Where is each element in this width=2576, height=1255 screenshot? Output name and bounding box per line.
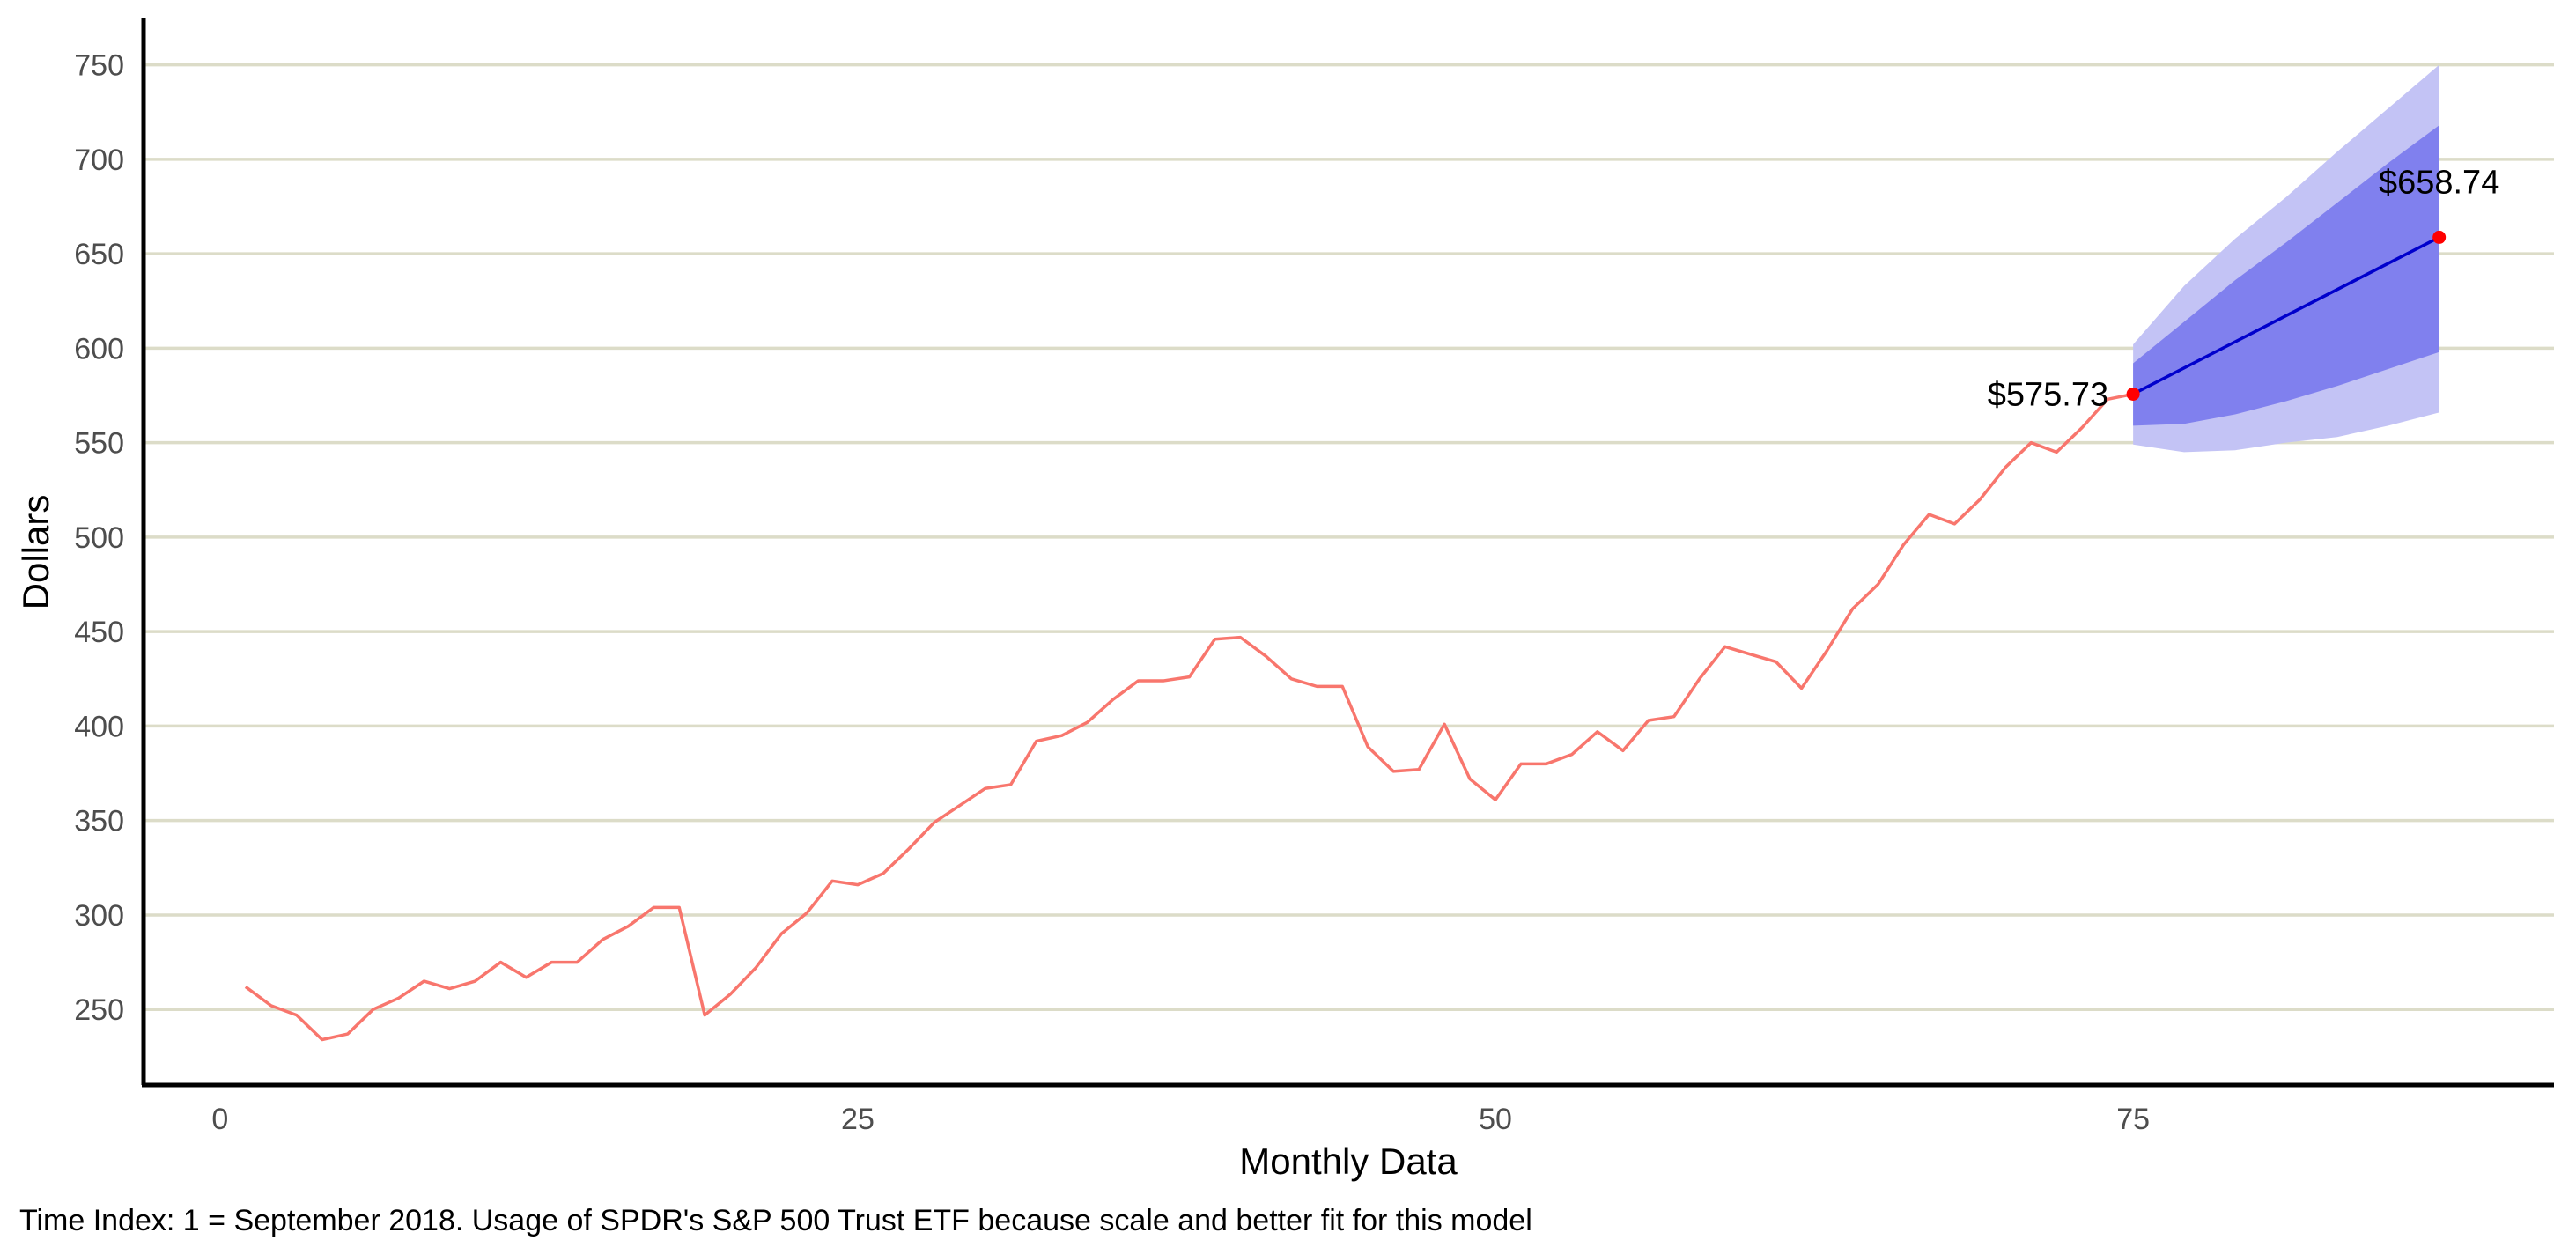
price-label-1: $658.74: [2379, 164, 2499, 201]
y-tick-label-500: 500: [74, 521, 124, 555]
y-tick-label-600: 600: [74, 332, 124, 365]
y-tick-label-550: 550: [74, 427, 124, 461]
band-80: [2133, 125, 2439, 426]
history-line: [244, 392, 2134, 1042]
y-tick-label-250: 250: [74, 993, 124, 1027]
y-tick-label-750: 750: [74, 49, 124, 83]
forecast-bands: [2133, 64, 2439, 453]
chart-caption: Time Index: 1 = September 2018. Usage of…: [19, 1204, 1532, 1237]
x-axis-title: Monthly Data: [1239, 1141, 1458, 1182]
x-tick-label-0: 0: [211, 1103, 228, 1136]
x-tick-label-75: 75: [2116, 1103, 2150, 1136]
y-tick-label-400: 400: [74, 710, 124, 743]
series-lines: [244, 235, 2440, 1042]
price-annotations: $575.73 $658.74: [1988, 164, 2500, 413]
y-tick-label-350: 350: [74, 805, 124, 838]
x-tick-label-50: 50: [1479, 1103, 1512, 1136]
y-tick-label-300: 300: [74, 899, 124, 933]
axes: [141, 18, 2554, 1088]
price-label-0: $575.73: [1988, 376, 2108, 413]
gridlines: [144, 63, 2554, 1011]
endpoint-point-1: [2432, 230, 2447, 244]
y-tick-label-650: 650: [74, 238, 124, 271]
endpoint-markers: [2126, 230, 2447, 401]
x-tick-label-25: 25: [841, 1103, 875, 1136]
forecast-line: [2132, 235, 2440, 396]
tick-labels: 250 300 350 400 450 500 550 600 650 700 750 0 25 50 75: [74, 49, 2150, 1136]
y-tick-label-700: 700: [74, 144, 124, 177]
y-tick-label-450: 450: [74, 616, 124, 649]
y-axis-title: Dollars: [15, 495, 56, 610]
endpoint-point-0: [2126, 387, 2140, 401]
